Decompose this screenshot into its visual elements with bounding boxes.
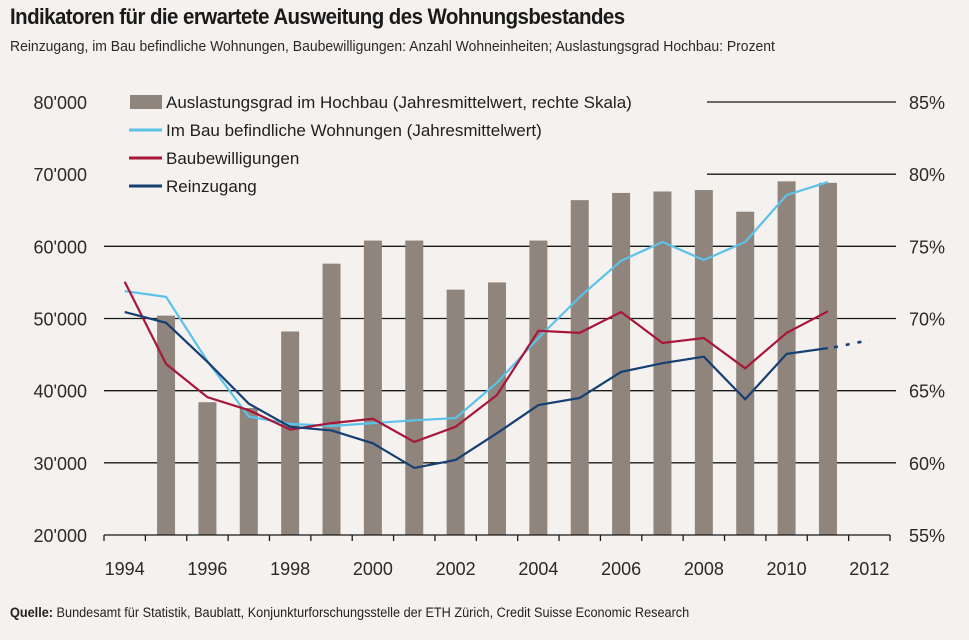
chart-subtitle: Reinzugang, im Bau befindliche Wohnungen…: [10, 38, 775, 55]
x-tick-label: 2004: [518, 559, 558, 579]
y-right-tick-label: 55%: [909, 526, 945, 546]
bar: [446, 289, 465, 535]
bar: [777, 181, 796, 535]
bar: [612, 192, 631, 535]
bar: [529, 240, 548, 535]
x-tick-label: 2006: [601, 559, 641, 579]
x-tick-label: 2002: [436, 559, 476, 579]
source-note: Quelle: Bundesamt für Statistik, Baublat…: [10, 605, 689, 620]
y-left-tick-label: 20'000: [34, 526, 88, 546]
y-right-tick-label: 70%: [909, 310, 945, 330]
x-tick-label: 1998: [270, 559, 310, 579]
legend-label: Reinzugang: [166, 177, 257, 196]
y-left-tick-label: 50'000: [34, 310, 88, 330]
line-im_bau: [124, 181, 829, 428]
y-left-tick-label: 40'000: [34, 382, 88, 402]
bar-series: [157, 181, 837, 535]
x-tick-label: 2012: [849, 559, 889, 579]
bar: [488, 282, 506, 535]
y-left-tick-label: 70'000: [34, 165, 88, 185]
bar: [322, 263, 341, 535]
bar: [363, 240, 382, 535]
x-tick-label: 2008: [684, 559, 724, 579]
x-tick-label: 1994: [105, 559, 145, 579]
bar: [405, 240, 424, 535]
line-baubewilligungen: [123, 281, 829, 444]
bar: [239, 407, 258, 535]
y-right-tick-label: 60%: [909, 454, 945, 474]
x-tick-label: 2000: [353, 559, 393, 579]
x-tick-label: 2010: [767, 559, 807, 579]
bar: [281, 331, 300, 535]
y-left-tick-label: 30'000: [34, 454, 88, 474]
y-left-tick-label: 60'000: [34, 237, 88, 257]
bar: [818, 182, 837, 535]
legend-swatch-bar: [130, 95, 162, 109]
y-right-tick-label: 75%: [909, 237, 945, 257]
y-left-tick-label: 80'000: [34, 93, 88, 113]
line-series: [123, 181, 870, 470]
axes: 20'000 30'000 40'000 50'000 60'000 70'000 80'0…: [34, 93, 946, 579]
line-reinzugang: [124, 310, 829, 470]
bar: [736, 211, 755, 535]
chart-title: Indikatoren für die erwartete Ausweitung…: [10, 4, 625, 29]
legend-label: Im Bau befindliche Wohnungen (Jahresmitt…: [166, 121, 542, 140]
bar: [198, 402, 217, 535]
bar: [157, 315, 176, 535]
bar: [570, 200, 589, 535]
source-label: Quelle:: [10, 605, 54, 620]
x-tick-label: 1996: [187, 559, 227, 579]
legend-label: Baubewilligungen: [166, 149, 299, 168]
y-right-tick-label: 65%: [909, 382, 945, 402]
source-text: Bundesamt für Statistik, Baublatt, Konju…: [53, 605, 690, 620]
legend: Auslastungsgrad im Hochbau (Jahresmittel…: [129, 93, 632, 196]
y-right-tick-label: 80%: [909, 165, 945, 185]
y-right-tick-label: 85%: [909, 93, 945, 113]
legend-label: Auslastungsgrad im Hochbau (Jahresmittel…: [166, 93, 632, 112]
forecast-reinzugang: [833, 338, 870, 349]
bar: [694, 190, 713, 535]
